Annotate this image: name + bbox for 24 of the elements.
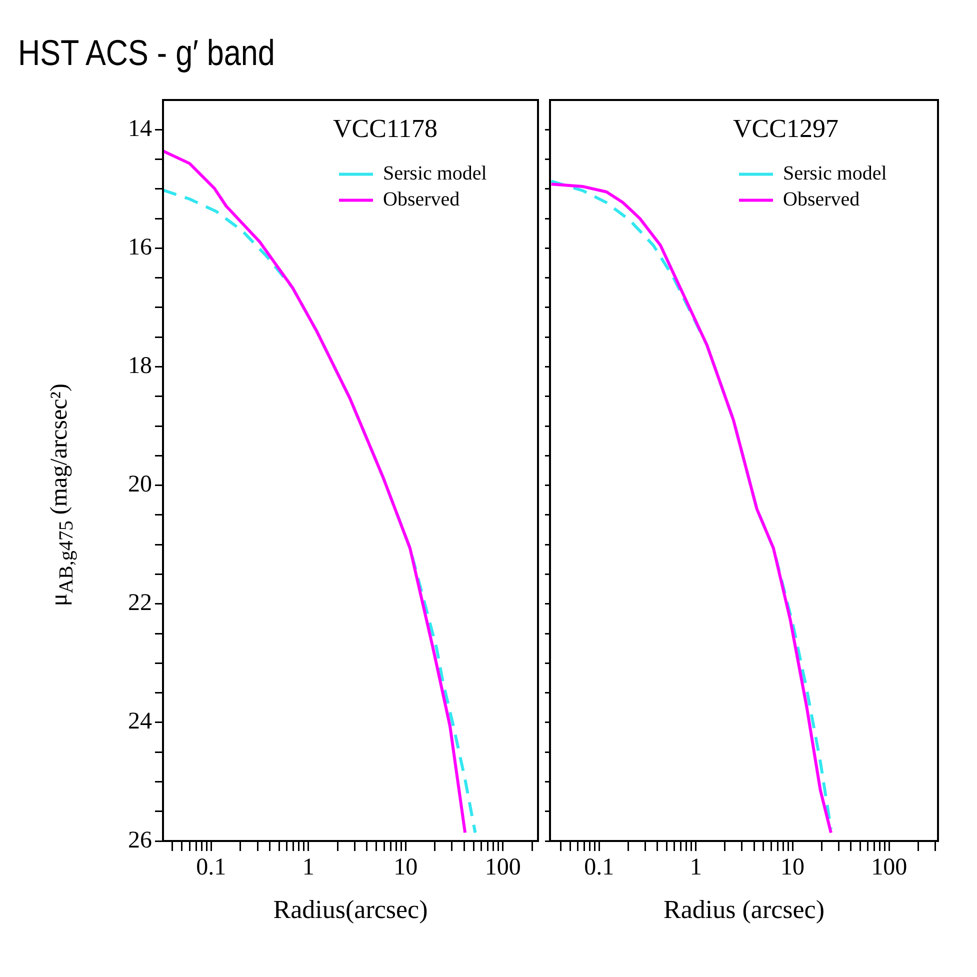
legend-label: Observed: [783, 188, 860, 210]
chart-title: HST ACS - g′ band: [18, 32, 275, 74]
y-tick-label: 20: [128, 472, 152, 498]
x-axis-title: Radius (arcsec): [664, 895, 824, 924]
x-tick-label: 10: [780, 854, 804, 881]
x-tick-label: 10: [394, 854, 418, 881]
x-tick-label: 0.1: [196, 854, 226, 881]
legend-title: VCC1178: [333, 114, 438, 143]
y-tick-label: 18: [128, 353, 152, 380]
legend-label: Observed: [383, 188, 460, 210]
x-tick-label: 100: [484, 854, 521, 881]
x-axis-title: Radius(arcsec): [273, 895, 428, 924]
x-tick-label: 1: [302, 854, 314, 881]
x-tick-label: 100: [871, 854, 908, 881]
y-tick-label: 22: [128, 590, 152, 616]
y-tick-label: 14: [128, 116, 152, 142]
y-tick-label: 26: [128, 827, 152, 854]
y-tick-label: 24: [128, 708, 152, 735]
legend-title: VCC1297: [733, 114, 838, 143]
y-tick-label: 16: [128, 234, 152, 260]
legend-label: Sersic model: [783, 162, 888, 184]
x-tick-label: 0.1: [584, 854, 614, 881]
x-tick-label: 1: [690, 854, 702, 881]
legend-label: Sersic model: [383, 162, 488, 184]
